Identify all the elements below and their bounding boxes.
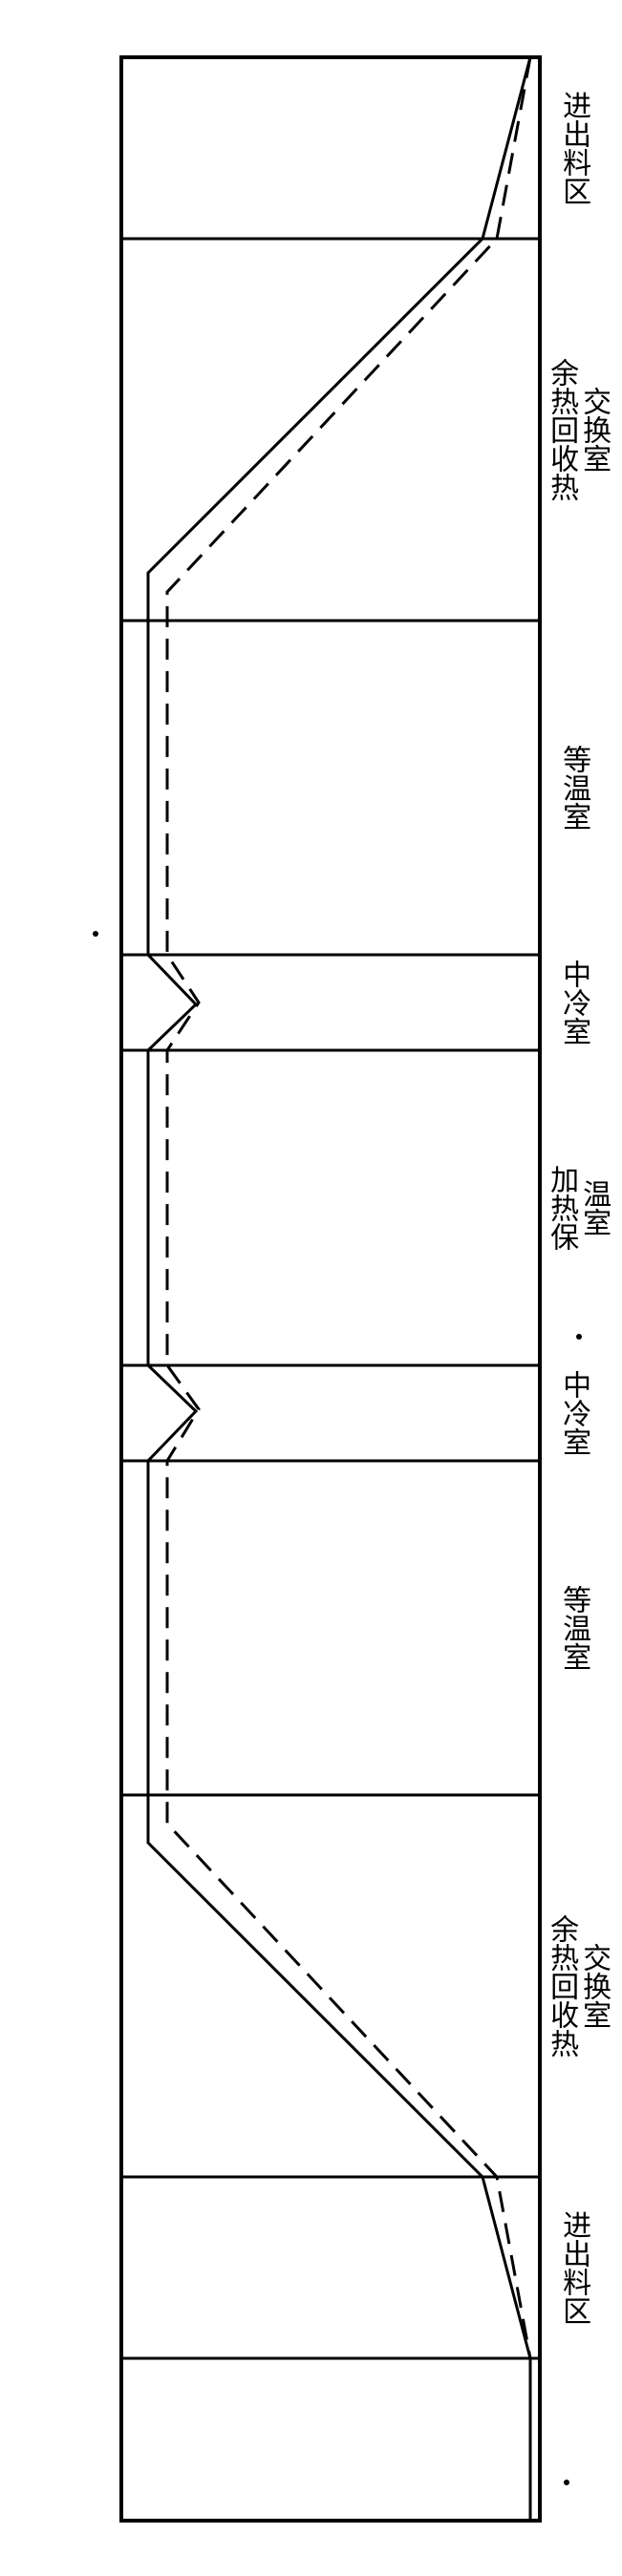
temperature-profile-dashed bbox=[167, 57, 530, 2521]
zone-quench-bottom-label: 中冷室 bbox=[558, 1370, 590, 1456]
zone-hx-top-label-line2: 交换室 bbox=[578, 387, 611, 473]
zone-heat-hold-label-line1: 加热保 bbox=[546, 1165, 579, 1251]
zone-hx-bottom-label-line1: 余热回收热 bbox=[546, 1914, 579, 2058]
stray-dot bbox=[93, 931, 98, 937]
zone-feed-top-label: 进出料区 bbox=[558, 91, 591, 205]
zone-hx-top-label-line1: 余热回收热 bbox=[546, 358, 579, 501]
zone-iso-top-label: 等温室 bbox=[558, 745, 591, 831]
stray-dot bbox=[564, 2480, 569, 2485]
zone-iso-bottom-label: 等温室 bbox=[558, 1585, 591, 1671]
zone-quench-top-label: 中冷室 bbox=[558, 960, 590, 1045]
zone-heat-hold-label-line2: 温室 bbox=[578, 1179, 611, 1236]
chart-frame bbox=[121, 57, 540, 2521]
zone-hx-bottom-label-line2: 交换室 bbox=[578, 1943, 611, 2029]
zone-feed-bottom-label: 进出料区 bbox=[558, 2210, 591, 2325]
stray-dot bbox=[576, 1334, 582, 1340]
